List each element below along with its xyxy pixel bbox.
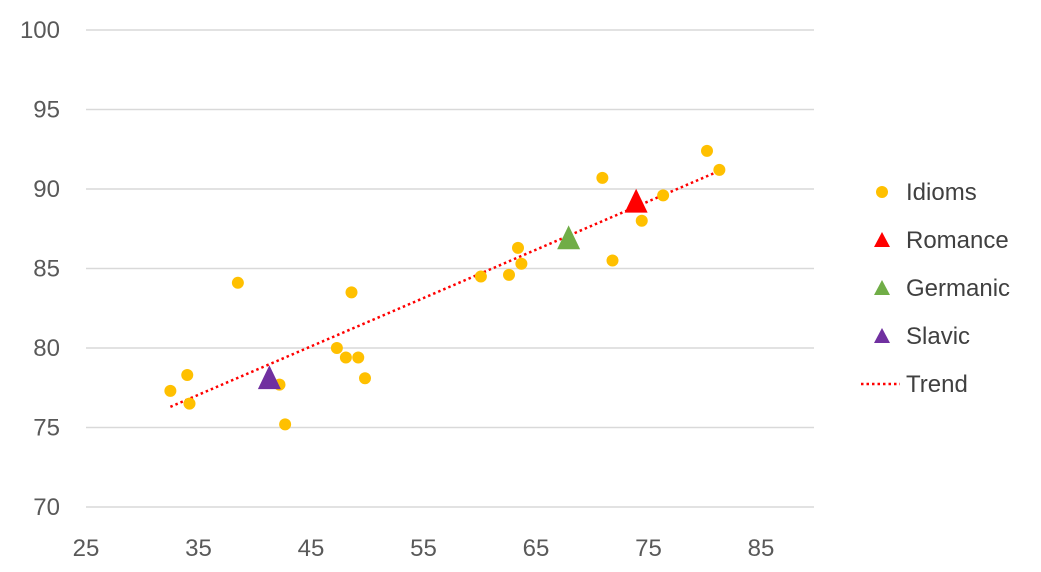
x-tick-label: 35 bbox=[185, 535, 212, 562]
idioms-point bbox=[657, 189, 670, 202]
idioms-point bbox=[279, 418, 292, 431]
legend-idioms-marker bbox=[876, 186, 888, 198]
idioms-point bbox=[164, 384, 177, 397]
legend-romance-marker bbox=[874, 232, 890, 247]
y-axis-tick-labels: 70 75 80 85 90 95 100 bbox=[20, 17, 60, 521]
romance-point bbox=[624, 188, 648, 213]
idioms-point bbox=[183, 397, 196, 410]
legend-slavic-marker bbox=[874, 328, 890, 343]
data-points bbox=[164, 144, 726, 431]
idioms-point bbox=[352, 351, 365, 364]
idioms-point bbox=[606, 254, 619, 267]
idioms-point bbox=[339, 351, 352, 364]
legend-germanic-marker bbox=[874, 280, 890, 295]
x-tick-label: 85 bbox=[748, 535, 775, 562]
idioms-point bbox=[596, 171, 609, 184]
legend-idioms-label: Idioms bbox=[906, 179, 977, 206]
y-tick-label: 80 bbox=[33, 335, 60, 362]
gridlines bbox=[86, 29, 814, 508]
idioms-point bbox=[515, 257, 528, 270]
idioms-point bbox=[231, 276, 244, 289]
slavic-point bbox=[257, 365, 281, 390]
idioms-point bbox=[345, 286, 358, 299]
y-tick-label: 75 bbox=[33, 415, 60, 442]
germanic-point bbox=[557, 225, 581, 250]
idioms-point bbox=[701, 144, 713, 157]
legend-slavic-label: Slavic bbox=[906, 323, 970, 350]
y-tick-label: 70 bbox=[33, 494, 60, 521]
x-tick-label: 65 bbox=[523, 535, 550, 562]
legend-romance-label: Romance bbox=[906, 227, 1009, 254]
legend: Idioms Romance Germanic Slavic Trend bbox=[861, 179, 1010, 398]
x-tick-label: 55 bbox=[410, 535, 437, 562]
x-tick-label: 45 bbox=[298, 535, 325, 562]
y-tick-label: 85 bbox=[33, 256, 60, 283]
y-tick-label: 100 bbox=[20, 17, 60, 44]
trend-series bbox=[169, 168, 723, 408]
idioms-point bbox=[503, 268, 515, 281]
y-tick-label: 95 bbox=[33, 97, 60, 124]
idioms-point bbox=[330, 342, 343, 354]
idioms-point bbox=[635, 214, 648, 227]
x-axis-tick-labels: 25 35 45 55 65 75 85 bbox=[73, 535, 775, 562]
idioms-point bbox=[359, 372, 371, 385]
y-tick-label: 90 bbox=[33, 176, 60, 203]
idioms-point bbox=[512, 241, 524, 254]
idioms-point bbox=[713, 163, 726, 176]
x-tick-label: 25 bbox=[73, 535, 100, 562]
idioms-point bbox=[474, 270, 487, 283]
trend-line bbox=[169, 168, 723, 408]
legend-germanic-label: Germanic bbox=[906, 275, 1010, 302]
legend-trend-label: Trend bbox=[906, 371, 968, 398]
idioms-point bbox=[181, 369, 194, 382]
x-tick-label: 75 bbox=[635, 535, 662, 562]
